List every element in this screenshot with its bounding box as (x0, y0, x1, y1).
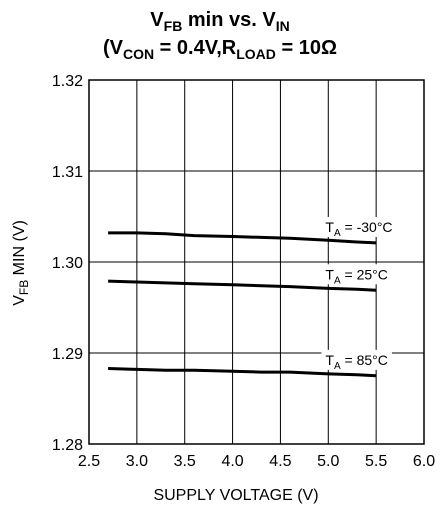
y-axis-label: VFB MIN (V) (11, 220, 31, 306)
x-tick-label: 2.5 (78, 453, 100, 470)
series-label-bg (321, 216, 397, 237)
y-tick-label: 1.29 (52, 346, 83, 363)
series-lines (108, 231, 377, 378)
series-line-1 (108, 279, 377, 292)
x-tick-label: 4.0 (221, 453, 243, 470)
x-tick-label: 3.0 (126, 453, 148, 470)
y-tick-label: 1.32 (52, 73, 83, 90)
x-tick-label: 6.0 (413, 453, 435, 470)
chart-title: VFB min vs. VIN (150, 9, 290, 34)
series-line-0 (108, 231, 377, 245)
x-axis-label: SUPPLY VOLTAGE (V) (153, 487, 318, 504)
x-tick-label: 5.5 (365, 453, 387, 470)
y-tick-label: 1.31 (52, 164, 83, 181)
y-tick-label: 1.30 (52, 255, 83, 272)
series-label-bg (321, 264, 392, 285)
chart-subtitle: (VCON = 0.4V,RLOAD = 10Ω (103, 37, 337, 62)
y-tick-labels: 1.28 1.29 1.30 1.31 1.32 (52, 73, 83, 454)
series-line-2 (108, 367, 377, 378)
series-label-bg (321, 349, 392, 370)
series-labels: TA = -30°C TA = 25°C TA = 85°C (321, 216, 397, 372)
series-label-0: TA = -30°C (325, 219, 392, 239)
y-tick-label: 1.28 (52, 437, 83, 454)
x-tick-labels: 2.5 3.0 3.5 4.0 4.5 5.0 5.5 6.0 (78, 453, 435, 470)
series-label-2: TA = 85°C (325, 352, 387, 372)
series-label-1: TA = 25°C (325, 266, 387, 286)
plot-frame (88, 79, 425, 445)
x-tick-label: 4.5 (269, 453, 291, 470)
x-tick-label: 5.0 (317, 453, 339, 470)
grid-lines (88, 79, 425, 445)
x-tick-label: 3.5 (174, 453, 196, 470)
